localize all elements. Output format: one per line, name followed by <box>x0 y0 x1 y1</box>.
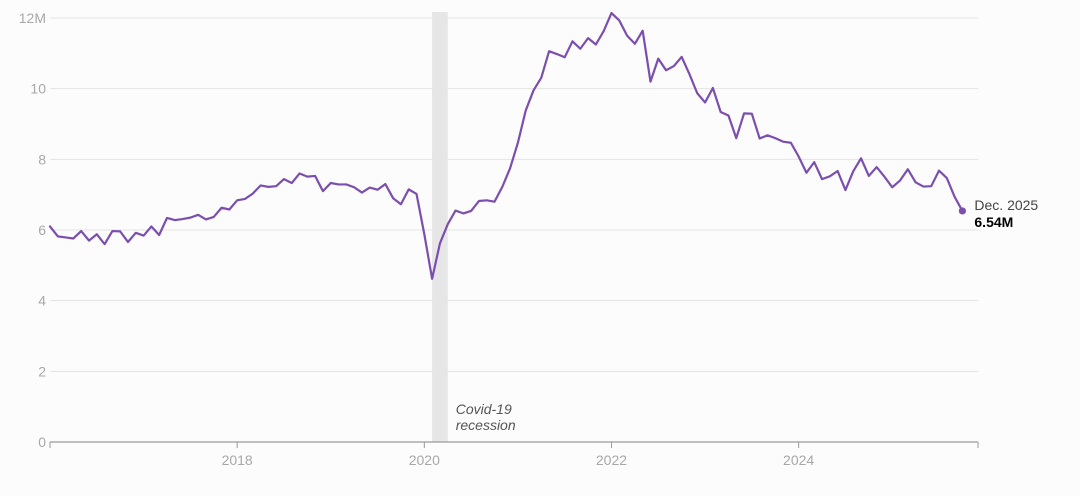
x-tick-label: 2020 <box>409 452 440 468</box>
annotations: Covid-19 recession Dec. 2025 6.54M <box>456 197 1039 433</box>
y-axis: 0 2 4 6 8 10 12M <box>19 10 46 450</box>
x-tick-label: 2022 <box>596 452 627 468</box>
recession-label-line1: Covid-19 <box>456 401 512 417</box>
end-point-marker <box>958 207 967 215</box>
y-tick-label: 10 <box>30 81 46 97</box>
series-line <box>48 11 964 280</box>
y-tick-label: 2 <box>38 363 46 379</box>
end-value-label: 6.54M <box>974 214 1013 230</box>
series-group <box>48 11 967 280</box>
recession-band-group <box>432 12 448 442</box>
recession-band <box>432 12 448 442</box>
y-tick-label: 8 <box>38 151 46 167</box>
y-tick-label: 0 <box>38 434 46 450</box>
y-tick-label: 12M <box>19 10 46 26</box>
grid-lines <box>50 17 978 372</box>
recession-label-line2: recession <box>456 417 516 433</box>
x-tick-label: 2024 <box>783 452 814 468</box>
x-axis: 2018 2020 2022 2024 <box>49 441 979 468</box>
x-tick-label: 2018 <box>222 452 253 468</box>
y-tick-label: 4 <box>38 293 46 309</box>
end-date-label: Dec. 2025 <box>974 197 1038 213</box>
y-tick-label: 6 <box>38 222 46 238</box>
